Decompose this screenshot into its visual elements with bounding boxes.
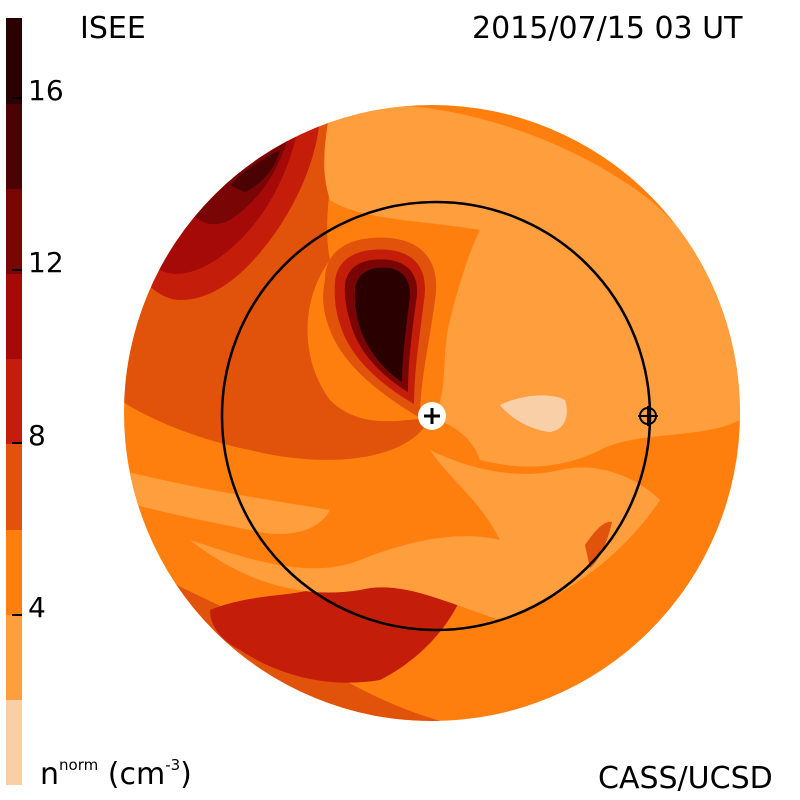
colorbar-level-0-2	[6, 698, 22, 785]
earth-crosshair-icon	[638, 406, 658, 426]
unit-label-base: n	[40, 757, 60, 792]
unit-label: nnorm (cm-3)	[40, 758, 192, 790]
unit-label-sup: norm	[59, 756, 99, 774]
colorbar-level-16+	[6, 18, 22, 104]
colorbar-tick-16	[12, 97, 22, 99]
region-small-patch	[585, 521, 612, 568]
region-low-density-patch	[500, 395, 567, 432]
colorbar-tick-label-16: 16	[28, 74, 64, 107]
colorbar-tick-label-12: 12	[28, 246, 64, 279]
region-lower-left-dark-orange	[130, 560, 480, 721]
colorbar-tick-4	[12, 614, 22, 616]
region-right-light-orange	[324, 105, 740, 467]
region-lower-light-band	[190, 450, 660, 620]
unit-label-close: )	[180, 757, 192, 792]
unit-label-units: (cm	[98, 757, 166, 792]
region-upper-left-core	[230, 150, 280, 192]
colorbar-level-2-4	[6, 613, 22, 700]
region-blob-core	[354, 267, 410, 382]
colorbar-tick-8	[12, 442, 22, 444]
colorbar-level-12-14	[6, 188, 22, 275]
credit-label: CASS/UCSD	[598, 761, 773, 796]
colorbar-level-4-6	[6, 528, 22, 615]
unit-label-exp: -3	[165, 756, 181, 774]
colorbar-level-10-12	[6, 273, 22, 360]
colorbar-level-8-10	[6, 358, 22, 445]
colorbar-tick-12	[12, 269, 22, 271]
timestamp: 2015/07/15 03 UT	[472, 11, 743, 46]
sun-plus-icon	[418, 402, 446, 430]
colorbar-tick-label-8: 8	[28, 419, 46, 452]
model-label: ISEE	[80, 11, 146, 46]
colorbar-tick-label-4: 4	[28, 591, 46, 624]
colorbar-level-14-16	[6, 103, 22, 190]
region-lower-red-band	[210, 563, 470, 683]
colorbar-level-6-8	[6, 443, 22, 530]
region-lower-left-light	[124, 470, 330, 534]
colorbar	[6, 18, 22, 785]
